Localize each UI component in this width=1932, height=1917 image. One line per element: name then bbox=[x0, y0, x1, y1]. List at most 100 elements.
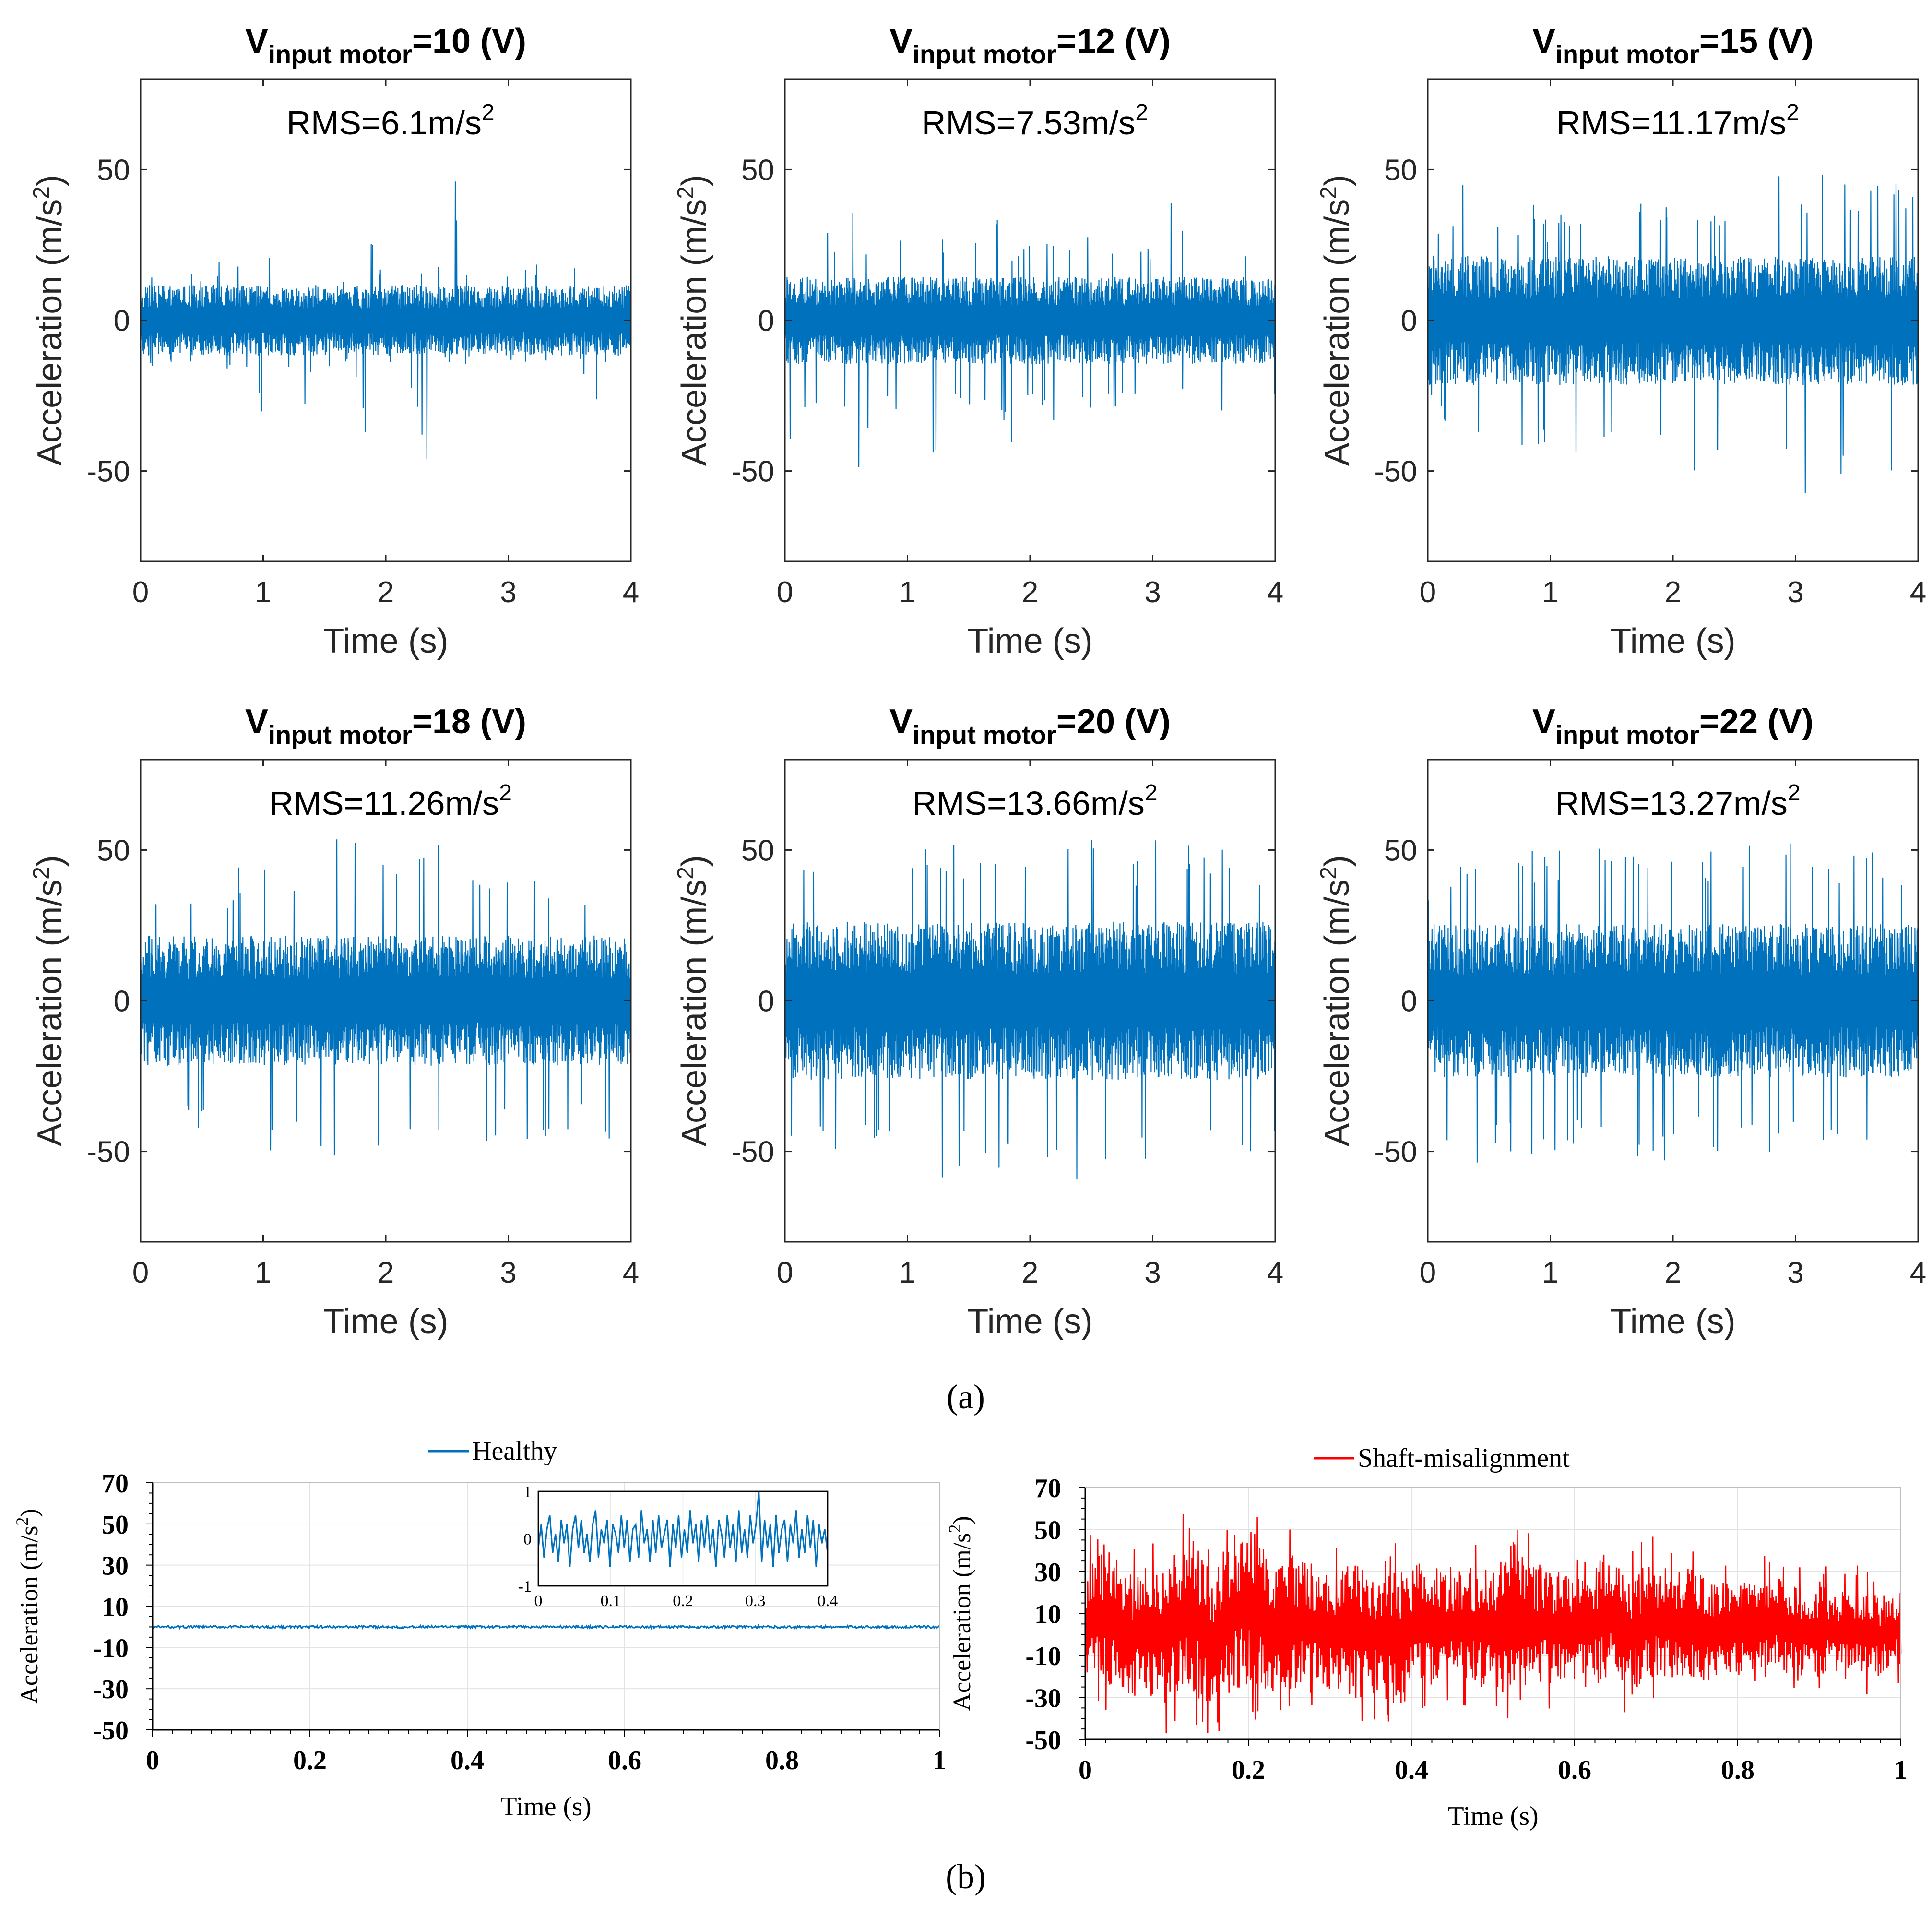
y-axis-label: Acceleration (m/s2) bbox=[1316, 175, 1356, 466]
x-tick-label: 1 bbox=[255, 576, 271, 609]
chart-title: Vinput motor=10 (V) bbox=[245, 22, 526, 69]
panel-a-label: (a) bbox=[947, 1378, 985, 1416]
rms-annotation: RMS=13.27m/s2 bbox=[1555, 780, 1800, 822]
chart-a-3: 0 1 2 3 4 -50 0 50 Time (s) Acceleration (m/s2) Vi… bbox=[1316, 22, 1926, 660]
chart-a-1: 0 1 2 3 4 -50 0 50 Time (s) Acceleration (m/s2) Vi… bbox=[29, 22, 639, 660]
x-tick-label: 3 bbox=[1787, 1256, 1803, 1289]
y-axis-label: Acceleration (m/s2) bbox=[1316, 855, 1356, 1146]
y-tick-label: 0 bbox=[114, 985, 130, 1018]
series-line-acceleration bbox=[784, 203, 1276, 467]
x-tick-label: 0.6 bbox=[608, 1746, 641, 1775]
x-axis-label: Time (s) bbox=[500, 1792, 591, 1822]
y-tick-label: -50 bbox=[87, 1136, 130, 1169]
x-axis-label: Time (s) bbox=[967, 622, 1092, 660]
inset-x-tick-label: 0.4 bbox=[818, 1592, 838, 1610]
x-tick-label: 0.8 bbox=[1721, 1755, 1754, 1785]
x-tick-label: 0.8 bbox=[765, 1746, 799, 1775]
x-tick-label: 0.4 bbox=[450, 1746, 484, 1775]
x-tick-label: 3 bbox=[500, 1256, 516, 1289]
y-tick-label: 0 bbox=[1401, 305, 1417, 338]
x-tick-label: 0 bbox=[777, 1256, 793, 1289]
chart-title: Vinput motor=20 (V) bbox=[889, 703, 1171, 750]
chart-b-2: 0 0.2 0.4 0.6 0.8 1 70 50 30 10 -10 -30 -50 Time (s) A… bbox=[945, 1443, 1908, 1831]
y-tick-label: 70 bbox=[102, 1469, 129, 1499]
x-axis-label: Time (s) bbox=[967, 1302, 1092, 1341]
series-line-acceleration bbox=[140, 839, 632, 1156]
y-tick-label: 50 bbox=[97, 154, 130, 187]
x-axis-label: Time (s) bbox=[323, 622, 448, 660]
y-tick-label: -50 bbox=[1374, 1136, 1417, 1169]
rms-annotation: RMS=11.17m/s2 bbox=[1556, 100, 1799, 142]
x-tick-label: 1 bbox=[1542, 1256, 1558, 1289]
inset-x-tick-label: 0.3 bbox=[745, 1592, 766, 1610]
y-tick-label: -10 bbox=[1025, 1642, 1061, 1671]
x-axis-label: Time (s) bbox=[1610, 622, 1735, 660]
x-tick-label: 2 bbox=[1022, 576, 1038, 609]
legend: Shaft-misalignment bbox=[1314, 1443, 1570, 1473]
x-tick-label: 0 bbox=[132, 576, 149, 609]
inset-series-line bbox=[537, 1491, 829, 1567]
y-tick-label: 10 bbox=[1034, 1600, 1061, 1630]
x-tick-label: 0 bbox=[777, 576, 793, 609]
x-tick-label: 4 bbox=[1267, 1256, 1283, 1289]
y-tick-label: 30 bbox=[102, 1551, 129, 1581]
y-tick-label: 50 bbox=[741, 834, 774, 867]
y-tick-label: -30 bbox=[1025, 1684, 1061, 1714]
y-axis-label: Acceleration (m/s2) bbox=[945, 1516, 976, 1711]
y-axis-label: Acceleration (m/s2) bbox=[29, 175, 69, 466]
series-line-acceleration bbox=[140, 181, 632, 459]
y-tick-label: -50 bbox=[1374, 455, 1417, 488]
inset-y-tick-label: 1 bbox=[523, 1483, 532, 1501]
inset-x-tick-label: 0.1 bbox=[601, 1592, 621, 1610]
series-line-acceleration bbox=[1427, 843, 1919, 1163]
series-line-shaft-misalignment bbox=[1084, 1514, 1902, 1734]
y-tick-label: 0 bbox=[1401, 985, 1417, 1018]
y-axis-label: Acceleration (m/s2) bbox=[12, 1509, 43, 1703]
x-axis-label: Time (s) bbox=[1610, 1302, 1735, 1341]
y-tick-label: 50 bbox=[1384, 154, 1417, 187]
panel-b-label: (b) bbox=[946, 1857, 986, 1896]
legend-label: Healthy bbox=[472, 1436, 557, 1466]
series-line-healthy bbox=[152, 1623, 940, 1630]
x-tick-label: 1 bbox=[1542, 576, 1558, 609]
x-tick-label: 2 bbox=[1022, 1256, 1038, 1289]
x-tick-label: 4 bbox=[1267, 576, 1283, 609]
rms-annotation: RMS=6.1m/s2 bbox=[286, 100, 494, 142]
x-tick-label: 4 bbox=[1910, 1256, 1926, 1289]
inset-healthy: 0 0.1 0.2 0.3 0.410-1 bbox=[518, 1483, 838, 1610]
x-tick-label: 0 bbox=[146, 1746, 159, 1775]
rms-annotation: RMS=13.66m/s2 bbox=[912, 780, 1157, 822]
rms-annotation: RMS=11.26m/s2 bbox=[269, 780, 512, 822]
x-tick-label: 2 bbox=[1665, 1256, 1681, 1289]
chart-a-5: 0 1 2 3 4 -50 0 50 Time (s) Acceleration (m/s2) Vi… bbox=[673, 703, 1283, 1341]
y-tick-label: 30 bbox=[1034, 1558, 1061, 1587]
y-tick-label: 70 bbox=[1034, 1474, 1061, 1503]
x-tick-label: 3 bbox=[1144, 576, 1161, 609]
y-tick-label: -10 bbox=[93, 1633, 129, 1663]
y-tick-label: -50 bbox=[731, 1136, 774, 1169]
inset-y-tick-label: 0 bbox=[523, 1531, 532, 1548]
y-tick-label: 50 bbox=[1034, 1516, 1061, 1546]
chart-title: Vinput motor=18 (V) bbox=[245, 703, 526, 750]
y-tick-label: 10 bbox=[102, 1593, 129, 1622]
x-tick-label: 0 bbox=[132, 1256, 149, 1289]
y-tick-label: -50 bbox=[93, 1716, 129, 1746]
series-line-acceleration bbox=[784, 840, 1276, 1180]
x-tick-label: 4 bbox=[623, 1256, 639, 1289]
y-tick-label: 50 bbox=[741, 154, 774, 187]
y-tick-label: -50 bbox=[87, 455, 130, 488]
y-axis-label: Acceleration (m/s2) bbox=[673, 175, 713, 466]
chart-a-2: 0 1 2 3 4 -50 0 50 Time (s) Acceleration (m/s2) Vi… bbox=[673, 22, 1283, 660]
x-tick-label: 4 bbox=[623, 576, 639, 609]
chart-title: Vinput motor=15 (V) bbox=[1532, 22, 1813, 69]
x-tick-label: 3 bbox=[1787, 576, 1803, 609]
y-tick-label: 0 bbox=[758, 305, 774, 338]
x-tick-label: 1 bbox=[255, 1256, 271, 1289]
x-tick-label: 3 bbox=[500, 576, 516, 609]
x-tick-label: 0 bbox=[1079, 1755, 1092, 1785]
x-tick-label: 0 bbox=[1420, 576, 1436, 609]
legend-label: Shaft-misalignment bbox=[1358, 1443, 1570, 1473]
rms-annotation: RMS=7.53m/s2 bbox=[922, 100, 1148, 142]
